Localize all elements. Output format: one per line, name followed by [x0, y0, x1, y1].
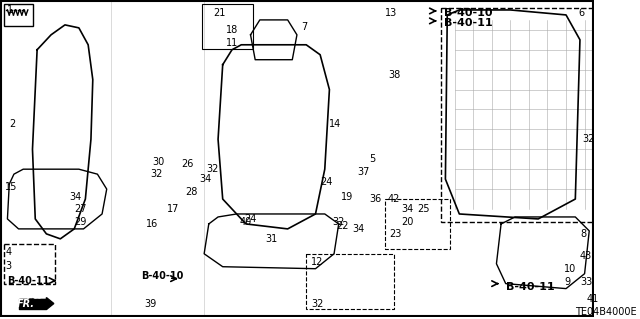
- Text: FR.: FR.: [26, 297, 47, 307]
- FancyArrow shape: [20, 298, 54, 309]
- Bar: [306, 254, 394, 308]
- Text: 28: 28: [186, 187, 198, 197]
- Text: 29: 29: [74, 217, 86, 227]
- Text: 5: 5: [369, 154, 376, 164]
- Text: 32: 32: [332, 217, 344, 227]
- Text: 34: 34: [401, 204, 413, 214]
- Text: B-40-11: B-40-11: [444, 18, 492, 28]
- Text: 7: 7: [301, 22, 308, 32]
- Text: 18: 18: [227, 25, 239, 35]
- Text: 32: 32: [311, 299, 323, 308]
- Text: 24: 24: [244, 214, 257, 224]
- Text: FR.: FR.: [17, 299, 35, 308]
- Text: TE04B4000E: TE04B4000E: [575, 307, 637, 316]
- Text: 6: 6: [579, 8, 584, 18]
- Text: 41: 41: [586, 293, 598, 304]
- Text: 32: 32: [583, 134, 595, 145]
- Text: 34: 34: [200, 174, 212, 184]
- Text: 25: 25: [417, 204, 430, 214]
- Text: 32: 32: [150, 169, 163, 179]
- Bar: [4, 244, 55, 284]
- Text: 16: 16: [146, 219, 158, 229]
- Text: 21: 21: [213, 8, 226, 18]
- Text: 34: 34: [353, 224, 365, 234]
- Text: 15: 15: [4, 182, 17, 192]
- Text: 1: 1: [6, 5, 13, 15]
- Text: 10: 10: [564, 264, 577, 274]
- Text: 13: 13: [385, 8, 397, 18]
- Bar: [385, 199, 450, 249]
- Text: 9: 9: [564, 277, 570, 287]
- Text: 30: 30: [152, 157, 164, 167]
- Text: 20: 20: [401, 217, 413, 227]
- Text: 8: 8: [580, 229, 586, 239]
- Text: 42: 42: [388, 194, 400, 204]
- Text: B-40-10: B-40-10: [444, 8, 492, 18]
- Text: B-40-11: B-40-11: [8, 276, 50, 286]
- Text: 40: 40: [239, 217, 252, 227]
- Text: 4: 4: [6, 247, 12, 257]
- Text: 34: 34: [70, 192, 82, 202]
- Text: 36: 36: [369, 194, 381, 204]
- Text: 37: 37: [357, 167, 370, 177]
- Text: 23: 23: [390, 229, 402, 239]
- Text: B-40-10: B-40-10: [141, 271, 184, 281]
- Bar: [202, 4, 253, 49]
- Bar: [441, 8, 612, 222]
- Text: 43: 43: [580, 251, 592, 261]
- Text: 24: 24: [320, 177, 333, 187]
- Text: 2: 2: [9, 119, 15, 130]
- Text: 19: 19: [340, 192, 353, 202]
- Text: 12: 12: [311, 257, 323, 267]
- Text: 14: 14: [330, 119, 342, 130]
- Text: 17: 17: [167, 204, 179, 214]
- Text: 3: 3: [6, 261, 12, 271]
- Bar: [4, 4, 33, 26]
- Text: 27: 27: [74, 204, 87, 214]
- Text: 32: 32: [206, 164, 218, 174]
- Text: 11: 11: [227, 38, 239, 48]
- Text: 31: 31: [266, 234, 278, 244]
- Text: 22: 22: [336, 221, 348, 231]
- Text: 38: 38: [388, 70, 400, 80]
- Text: 39: 39: [144, 299, 156, 308]
- Text: B-40-11: B-40-11: [506, 282, 554, 292]
- Text: 33: 33: [580, 277, 592, 287]
- Text: 26: 26: [181, 159, 193, 169]
